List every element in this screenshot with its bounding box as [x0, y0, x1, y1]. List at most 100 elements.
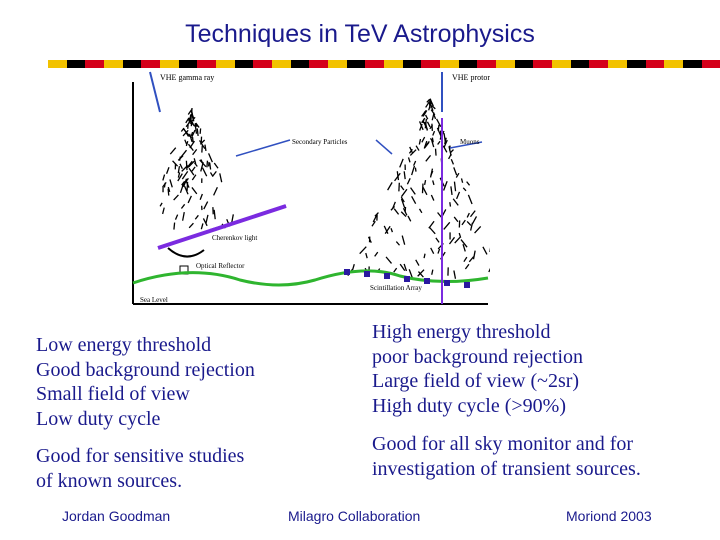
scintillator-detector	[444, 280, 450, 286]
stripe-segment	[682, 60, 702, 68]
shower-particle	[431, 105, 436, 110]
right-line: High duty cycle (>90%)	[372, 394, 567, 417]
shower-particle	[460, 239, 468, 248]
shower-particle	[460, 178, 464, 183]
right-summary-line: investigation of transient sources.	[372, 457, 641, 480]
shower-particle	[469, 210, 476, 218]
optical-reflector-dish	[167, 247, 205, 258]
stripe-segment	[608, 60, 627, 68]
air-shower-diagram: VHE gamma ray VHE proton Secondary Parti…	[130, 68, 490, 308]
shower-particle	[400, 188, 408, 198]
right-line: Large field of view (~2sr)	[372, 370, 580, 392]
shower-particle	[188, 167, 195, 176]
shower-particle	[200, 159, 204, 164]
shower-particle	[167, 188, 170, 196]
proton-shower-particles	[347, 98, 490, 279]
shower-particle	[190, 110, 194, 115]
shower-particle	[194, 214, 199, 220]
shower-particle	[209, 162, 212, 170]
shower-particle	[443, 221, 451, 230]
shower-particle	[391, 201, 396, 209]
stripe-segment	[384, 60, 403, 68]
shower-particle	[443, 139, 448, 148]
shower-particle	[468, 256, 475, 263]
stripe-segment	[328, 60, 347, 68]
shower-particle	[372, 214, 378, 223]
shower-particle	[423, 140, 428, 149]
shower-particle	[162, 181, 167, 188]
shower-particle	[182, 129, 189, 137]
stripe-segment	[458, 60, 478, 68]
shower-particle	[437, 124, 440, 132]
secondary-arrow-right	[375, 139, 393, 155]
shower-particle	[402, 207, 408, 216]
shower-particle	[182, 127, 190, 137]
shower-particle	[422, 110, 428, 117]
slide-title: Techniques in TeV Astrophysics	[185, 20, 535, 48]
shower-particle	[207, 153, 213, 163]
secondary-arrow-left	[235, 139, 291, 157]
shower-particle	[455, 191, 461, 200]
shower-particle	[453, 270, 457, 279]
right-line: High energy threshold	[372, 321, 551, 343]
shower-particle	[177, 173, 183, 182]
shower-particle	[458, 232, 462, 238]
shower-particle	[403, 171, 406, 180]
shower-particle	[203, 201, 209, 210]
shower-particle	[169, 179, 173, 188]
shower-particle	[437, 140, 441, 145]
shower-particle	[191, 174, 197, 181]
stripe-segment	[272, 60, 291, 68]
stripe-segment	[626, 60, 646, 68]
left-line: Low energy threshold	[36, 334, 212, 356]
shower-particle	[474, 225, 482, 234]
shower-particle	[429, 138, 434, 142]
shower-particle	[193, 158, 197, 164]
shower-particle	[201, 167, 208, 177]
shower-particle	[410, 187, 416, 195]
shower-particle	[371, 220, 376, 227]
shower-particle	[365, 252, 368, 259]
stripe-segment	[216, 60, 235, 68]
shower-particle	[167, 186, 171, 193]
shower-particle	[185, 140, 189, 147]
shower-particle	[359, 246, 367, 255]
scintillator-detector	[384, 273, 390, 279]
shower-particle	[482, 246, 488, 255]
shower-particle	[190, 129, 196, 139]
shower-particle	[432, 180, 435, 186]
shower-particle	[453, 216, 459, 223]
stripe-segment	[701, 60, 720, 68]
shower-particle	[466, 212, 470, 218]
scintillator-detector	[464, 282, 470, 288]
shower-particle	[467, 194, 473, 205]
shower-particle	[161, 207, 165, 215]
left-summary-line: of known sources.	[36, 469, 183, 492]
shower-particle	[177, 172, 181, 178]
shower-particle	[195, 122, 200, 128]
shower-particle	[450, 159, 455, 165]
cherenkov-arrow	[209, 205, 287, 231]
shower-particle	[191, 166, 196, 172]
shower-particle	[406, 178, 411, 185]
shower-particle	[450, 149, 454, 153]
shower-particle	[351, 264, 355, 271]
stripe-segment	[178, 60, 198, 68]
shower-particle	[422, 120, 429, 131]
shower-particle	[179, 163, 183, 170]
shower-particle	[449, 202, 452, 207]
shower-particle	[185, 160, 193, 169]
shower-particle	[417, 269, 425, 277]
shower-particle	[384, 225, 391, 235]
shower-particle	[198, 140, 206, 150]
shower-particle	[443, 181, 448, 191]
shower-particle	[383, 225, 389, 234]
shower-particle	[185, 117, 190, 124]
shower-particle	[399, 263, 406, 272]
shower-particle	[415, 259, 420, 266]
shower-particle	[463, 256, 468, 263]
shower-particle	[429, 168, 434, 178]
shower-particle	[408, 269, 414, 279]
stripe-segment	[664, 60, 683, 68]
shower-particle	[428, 101, 432, 111]
